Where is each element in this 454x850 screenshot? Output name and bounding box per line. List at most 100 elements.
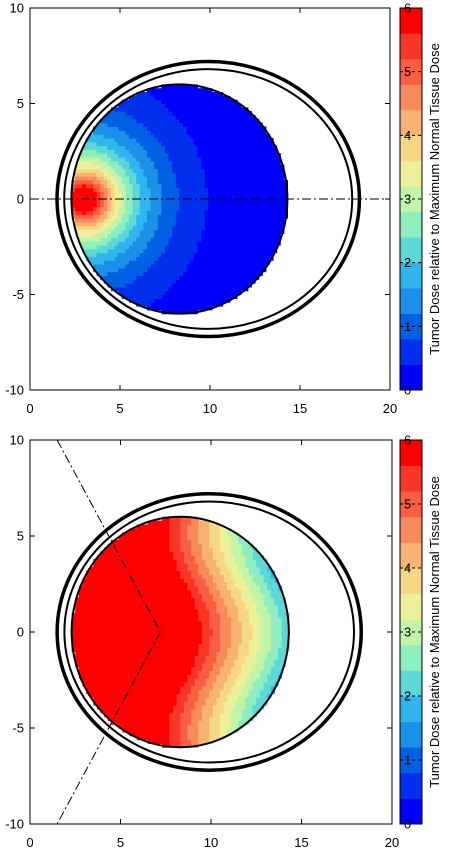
dose-cell <box>190 191 195 196</box>
dose-cell <box>269 141 274 147</box>
dose-cell <box>222 210 227 215</box>
dose-cell <box>114 260 119 265</box>
dose-cell <box>157 237 162 242</box>
dose-cell <box>107 168 112 173</box>
dose-cell <box>212 593 218 599</box>
dose-cell <box>169 612 174 618</box>
dose-cell <box>194 720 199 725</box>
dose-cell <box>165 612 170 618</box>
dose-cell <box>193 279 198 284</box>
dose-cell <box>172 114 177 120</box>
dose-cell <box>219 134 224 139</box>
dose-cell <box>144 616 149 622</box>
dose-cell <box>211 302 216 307</box>
dose-cell <box>93 697 98 702</box>
dose-cell <box>198 735 203 741</box>
dose-cell <box>150 114 155 120</box>
dose-cell <box>211 172 216 177</box>
dose-cell <box>78 156 83 162</box>
dose-cell <box>103 210 108 215</box>
dose-cell <box>252 693 257 698</box>
dose-cell <box>183 248 188 254</box>
dose-cell <box>168 172 173 177</box>
dose-cell <box>158 712 163 718</box>
dose-cell <box>212 681 218 687</box>
dose-cell <box>230 647 236 652</box>
dose-cell <box>238 632 243 637</box>
dose-cell <box>136 172 141 177</box>
dose-cell <box>277 632 283 637</box>
dose-cell <box>75 202 80 208</box>
dose-cell <box>144 647 149 652</box>
dose-cell <box>82 651 87 656</box>
dose-cell <box>168 218 173 223</box>
dose-cell <box>276 183 281 189</box>
dose-cell <box>165 218 170 223</box>
colorbar-label: Tumor Dose relative to Maximum Normal Ti… <box>427 43 442 355</box>
dose-cell <box>96 225 101 231</box>
dose-cell <box>118 195 123 200</box>
dose-cell <box>111 225 116 231</box>
dose-cell <box>139 156 144 162</box>
dose-cell <box>183 605 189 610</box>
dose-cell <box>93 153 98 158</box>
dose-cell <box>179 256 184 261</box>
dose-cell <box>165 735 170 741</box>
dose-cell <box>270 597 275 602</box>
dose-cell <box>197 302 202 307</box>
dose-cell <box>262 145 267 150</box>
dose-cell <box>226 225 231 231</box>
dose-cell <box>111 160 116 166</box>
dose-cell <box>85 168 90 173</box>
dose-cell <box>229 252 234 257</box>
dose-cell <box>176 605 181 610</box>
dose-cell <box>183 597 189 602</box>
dose-cell <box>211 111 216 116</box>
dose-cell <box>103 244 108 250</box>
dose-cell <box>215 237 220 242</box>
dose-cell <box>251 252 256 257</box>
dose-cell <box>121 107 126 112</box>
dose-cell <box>139 103 144 108</box>
dose-cell <box>147 210 152 215</box>
dose-cell <box>201 708 207 714</box>
dose-cell <box>256 597 261 602</box>
dose-cell <box>222 260 227 265</box>
dose-cell <box>186 218 191 223</box>
dose-cell <box>183 221 188 227</box>
dose-cell <box>237 126 242 131</box>
dose-cell <box>143 229 148 234</box>
dose-cell <box>158 689 163 695</box>
dose-cell <box>183 678 189 683</box>
dose-cell <box>227 632 232 637</box>
dose-cell <box>162 593 167 599</box>
dose-cell <box>129 605 134 610</box>
dose-cell <box>179 214 184 219</box>
dose-cell <box>186 153 191 158</box>
dose-cell <box>244 195 249 200</box>
dose-cell <box>162 628 167 633</box>
dose-cell <box>165 716 170 721</box>
dose-cell <box>111 210 116 215</box>
dose-cell <box>125 616 131 622</box>
dose-cell <box>216 701 221 706</box>
dose-cell <box>158 616 163 622</box>
dose-cell <box>82 678 87 683</box>
dose-cell <box>191 597 196 602</box>
dose-cell <box>172 731 178 737</box>
dose-cell <box>285 632 290 637</box>
dose-cell <box>89 655 94 660</box>
dose-cell <box>114 176 119 181</box>
dose-cell <box>263 655 268 660</box>
dose-cell <box>187 701 192 706</box>
dose-cell <box>139 225 144 231</box>
dose-cell <box>251 214 256 219</box>
dose-cell <box>197 210 202 215</box>
dose-cell <box>256 701 261 706</box>
dose-cell <box>193 160 198 166</box>
dose-cell <box>168 214 173 219</box>
dose-cell <box>78 643 84 648</box>
dose-cell <box>86 666 91 671</box>
dose-cell <box>115 608 120 614</box>
dose-cell <box>186 267 191 273</box>
